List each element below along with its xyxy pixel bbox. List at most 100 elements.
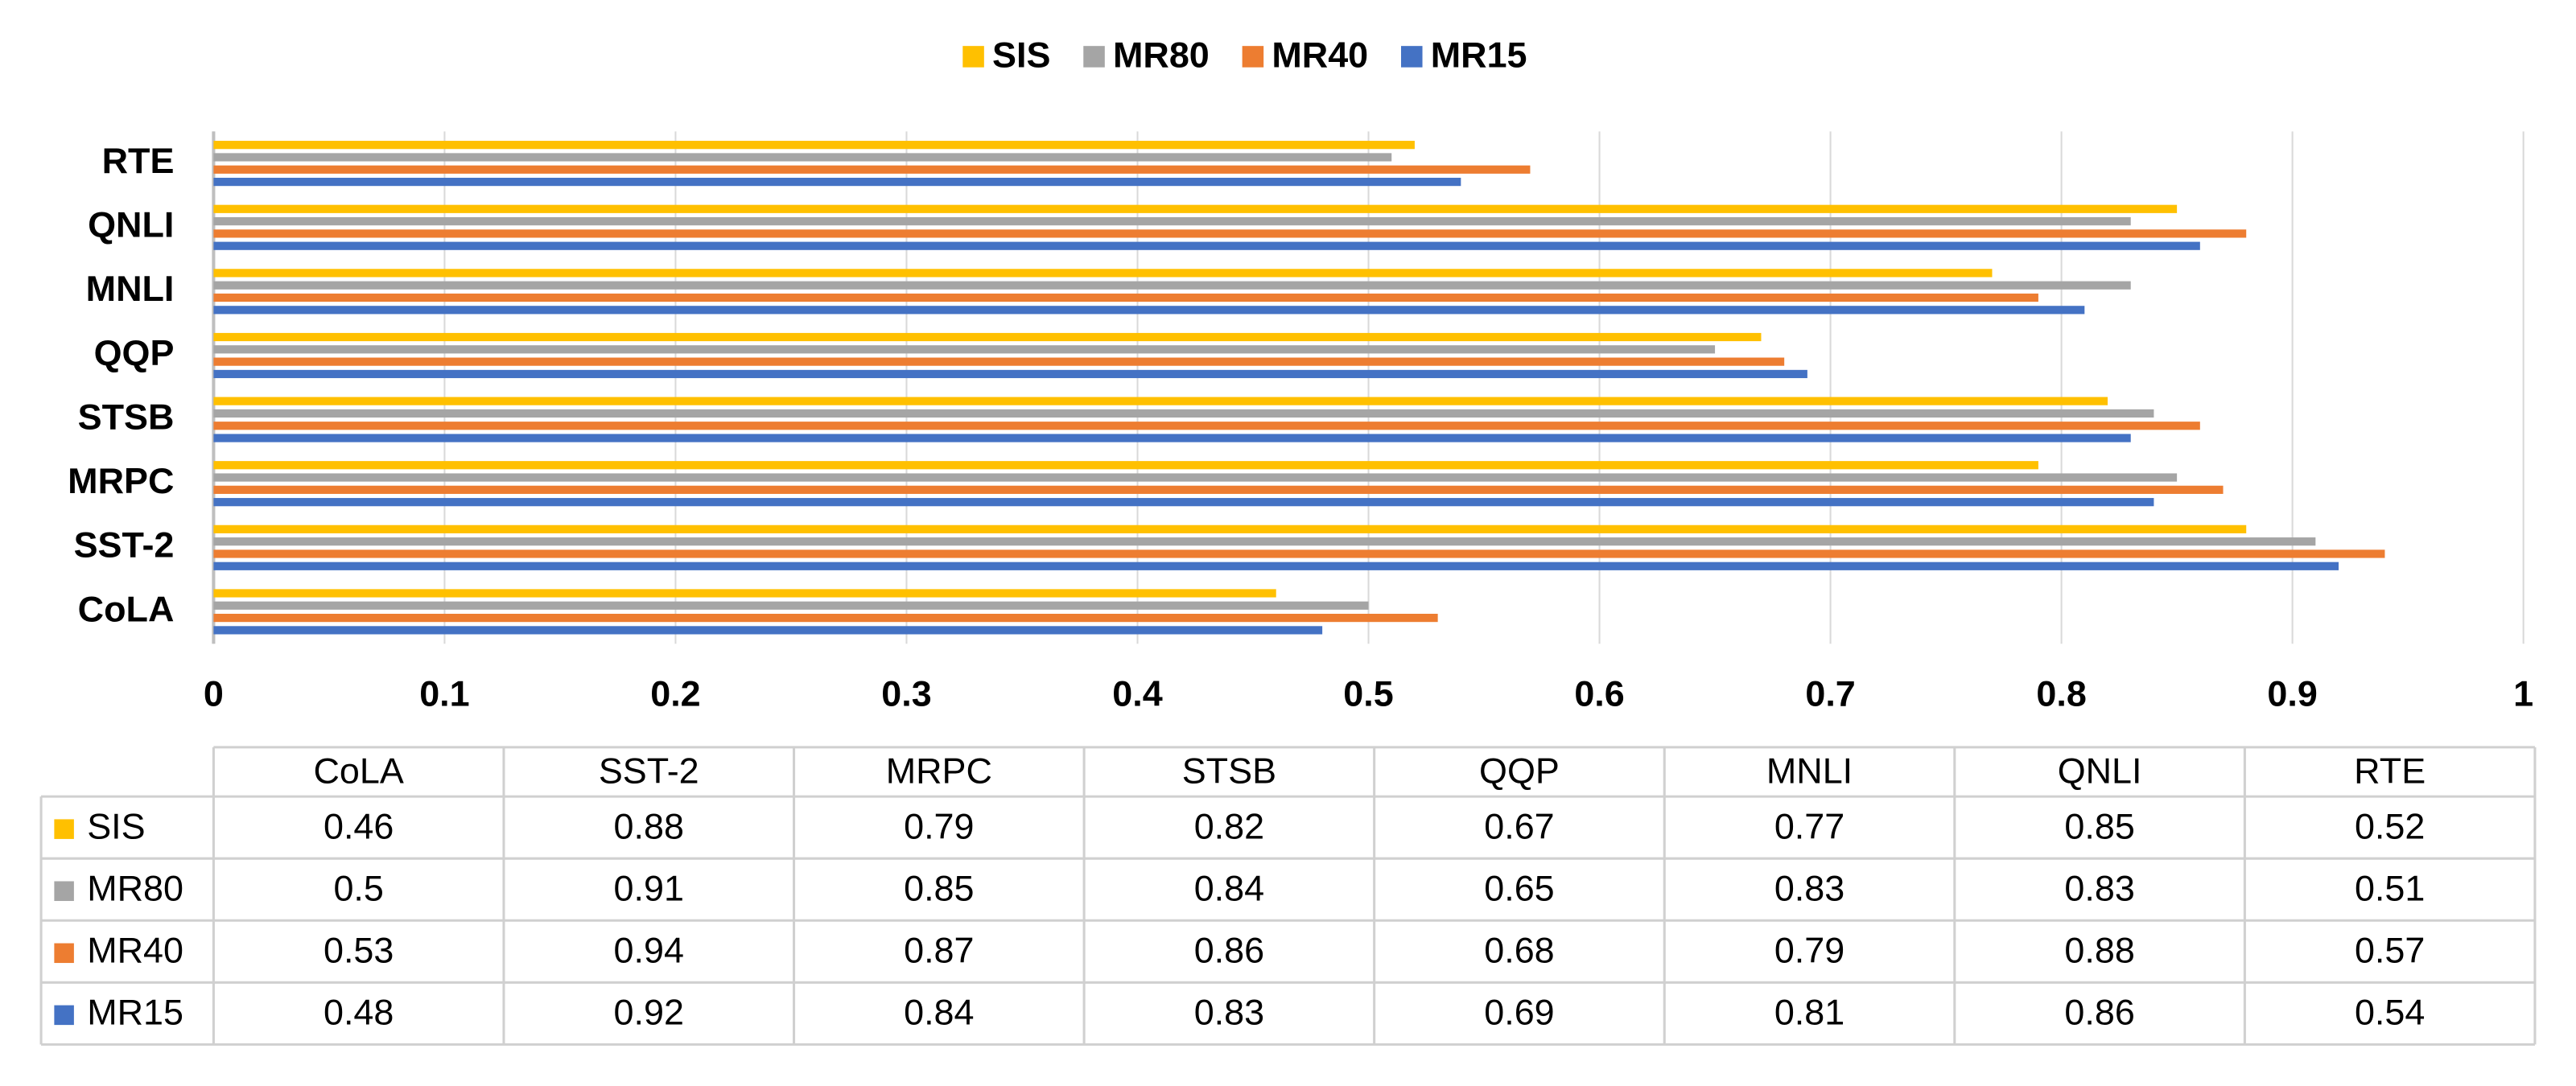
- legend-label: SIS: [992, 34, 1050, 75]
- table-header: CoLA: [314, 750, 404, 791]
- table-legend-swatch: [54, 819, 74, 839]
- legend-swatch: [1401, 46, 1423, 68]
- bar: [213, 153, 1392, 162]
- table-cell: 0.86: [1194, 930, 1264, 971]
- legend-label: MR15: [1431, 34, 1527, 75]
- bar: [213, 204, 2178, 213]
- table-legend-swatch: [54, 943, 74, 964]
- table-header: SST-2: [599, 750, 699, 791]
- bar: [213, 562, 2339, 570]
- bar: [213, 177, 1461, 187]
- table-cell: 0.83: [1774, 868, 1844, 909]
- table-cell: 0.5: [333, 868, 383, 909]
- legend-swatch: [1083, 46, 1105, 68]
- bar: [213, 485, 2224, 494]
- legend-label: MR40: [1272, 34, 1368, 75]
- bar: [213, 165, 1531, 174]
- bar: [213, 269, 1993, 278]
- table-cell: 0.65: [1484, 868, 1554, 909]
- bar: [213, 306, 2085, 315]
- table-cell: 0.85: [904, 868, 974, 909]
- table-cell: 0.67: [1484, 806, 1554, 847]
- table-cell: 0.68: [1484, 930, 1554, 971]
- x-tick-label: 0.5: [1343, 673, 1393, 714]
- table-cell: 0.85: [2064, 806, 2134, 847]
- bar: [213, 345, 1716, 354]
- bar: [213, 434, 2131, 442]
- bar: [213, 589, 1276, 598]
- bar: [213, 369, 1807, 379]
- table-cell: 0.77: [1774, 806, 1844, 847]
- bar: [213, 216, 2131, 226]
- table-cell: 0.94: [614, 930, 684, 971]
- table-cell: 0.57: [2355, 930, 2425, 971]
- table-row-label: MR40: [87, 930, 183, 971]
- bar: [213, 409, 2154, 418]
- x-tick-label: 0.2: [650, 673, 700, 714]
- legend-swatch: [1242, 46, 1264, 68]
- table-cell: 0.52: [2355, 806, 2425, 847]
- x-tick-label: 0.3: [881, 673, 931, 714]
- table-cell: 0.79: [904, 806, 974, 847]
- bar: [213, 473, 2178, 482]
- bar: [213, 524, 2247, 533]
- table-cell: 0.48: [324, 992, 394, 1033]
- legend-label: MR80: [1113, 34, 1210, 75]
- x-tick-label: 0.7: [1805, 673, 1855, 714]
- table-cell: 0.88: [2064, 930, 2134, 971]
- table-header: MRPC: [886, 750, 992, 791]
- table-header: STSB: [1182, 750, 1276, 791]
- table-row-label: MR15: [87, 992, 183, 1033]
- table-legend-swatch: [54, 1005, 74, 1026]
- table-header: QQP: [1479, 750, 1560, 791]
- x-tick-label: 0.6: [1574, 673, 1624, 714]
- x-tick-label: 1: [2513, 673, 2533, 714]
- legend-swatch: [962, 46, 984, 68]
- table-legend-swatch: [54, 881, 74, 901]
- bar: [213, 461, 2038, 470]
- bar: [213, 141, 1415, 150]
- y-tick-label: MNLI: [86, 268, 175, 309]
- x-tick-label: 0.1: [419, 673, 469, 714]
- bar: [213, 229, 2247, 238]
- bar: [213, 626, 1323, 635]
- table-cell: 0.83: [2064, 868, 2134, 909]
- bar: [213, 281, 2131, 290]
- table-cell: 0.81: [1774, 992, 1844, 1033]
- y-tick-label: MRPC: [68, 460, 174, 501]
- table-cell: 0.86: [2064, 992, 2134, 1033]
- table-header: QNLI: [2058, 750, 2142, 791]
- bar: [213, 422, 2200, 430]
- table-row-label: SIS: [87, 806, 145, 847]
- table-cell: 0.79: [1774, 930, 1844, 971]
- x-tick-label: 0: [204, 673, 224, 714]
- y-tick-label: QNLI: [88, 204, 174, 245]
- x-tick-label: 0.8: [2036, 673, 2086, 714]
- table-cell: 0.88: [614, 806, 684, 847]
- table-cell: 0.83: [1194, 992, 1264, 1033]
- x-tick-label: 0.9: [2267, 673, 2317, 714]
- bar: [213, 332, 1762, 342]
- table-cell: 0.92: [614, 992, 684, 1033]
- table-header: RTE: [2354, 750, 2426, 791]
- y-tick-label: SST-2: [74, 524, 175, 566]
- table-cell: 0.84: [1194, 868, 1264, 909]
- bar: [213, 397, 2108, 405]
- x-tick-label: 0.4: [1112, 673, 1162, 714]
- table-cell: 0.69: [1484, 992, 1554, 1033]
- table-row-label: MR80: [87, 868, 183, 909]
- table-cell: 0.84: [904, 992, 974, 1033]
- table-cell: 0.46: [324, 806, 394, 847]
- table-cell: 0.51: [2355, 868, 2425, 909]
- table-cell: 0.53: [324, 930, 394, 971]
- y-tick-label: RTE: [102, 140, 175, 181]
- bar: [213, 498, 2154, 507]
- bar: [213, 357, 1785, 366]
- bar: [213, 601, 1369, 610]
- table-cell: 0.82: [1194, 806, 1264, 847]
- table-cell: 0.54: [2355, 992, 2425, 1033]
- y-tick-label: STSB: [78, 396, 175, 437]
- y-tick-label: CoLA: [78, 588, 175, 629]
- table-cell: 0.91: [614, 868, 684, 909]
